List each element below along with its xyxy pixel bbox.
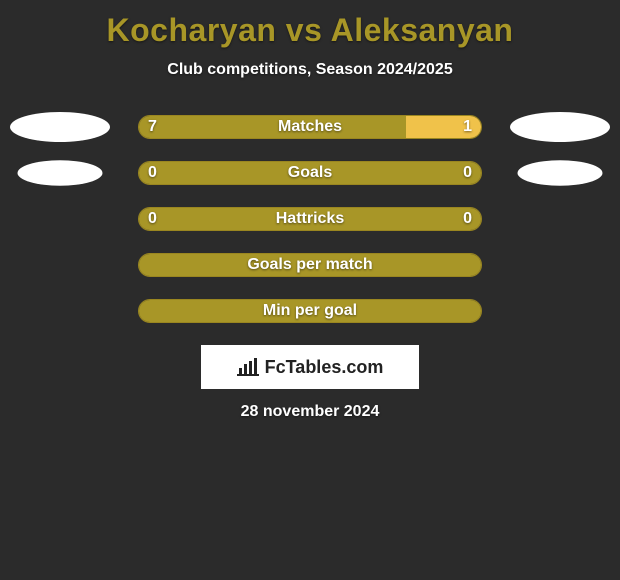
player-avatar-right bbox=[518, 160, 603, 186]
stat-value-left: 0 bbox=[148, 161, 178, 185]
stat-row: Matches71 bbox=[0, 115, 620, 139]
stat-row: Goals00 bbox=[0, 161, 620, 185]
date-text: 28 november 2024 bbox=[0, 403, 620, 421]
player-avatar-left bbox=[10, 112, 110, 142]
stat-bar-fill-left bbox=[139, 300, 481, 322]
stat-bar-fill-left bbox=[139, 254, 481, 276]
stat-value-left: 7 bbox=[148, 115, 178, 139]
stat-bar-fill-left bbox=[139, 116, 406, 138]
stat-bar bbox=[138, 253, 482, 277]
stat-value-left: 0 bbox=[148, 207, 178, 231]
stat-value-right: 0 bbox=[442, 207, 472, 231]
stat-value-right: 1 bbox=[442, 115, 472, 139]
page-title: Kocharyan vs Aleksanyan bbox=[0, 0, 620, 49]
stat-bar-fill-left bbox=[139, 162, 481, 184]
stat-bar bbox=[138, 161, 482, 185]
subtitle: Club competitions, Season 2024/2025 bbox=[0, 61, 620, 79]
stat-value-right: 0 bbox=[442, 161, 472, 185]
stat-bar-fill-left bbox=[139, 208, 481, 230]
stat-row: Goals per match bbox=[0, 253, 620, 277]
player-avatar-left bbox=[18, 160, 103, 186]
stat-bar bbox=[138, 207, 482, 231]
stat-row: Hattricks00 bbox=[0, 207, 620, 231]
comparison-infographic: Kocharyan vs Aleksanyan Club competition… bbox=[0, 0, 620, 580]
stat-bar bbox=[138, 115, 482, 139]
branding-badge: FcTables.com bbox=[201, 345, 419, 389]
stat-bar bbox=[138, 299, 482, 323]
stat-row: Min per goal bbox=[0, 299, 620, 323]
branding-text: FcTables.com bbox=[265, 357, 384, 378]
chart-icon bbox=[237, 358, 259, 376]
player-avatar-right bbox=[510, 112, 610, 142]
stat-rows: Matches71Goals00Hattricks00Goals per mat… bbox=[0, 115, 620, 323]
